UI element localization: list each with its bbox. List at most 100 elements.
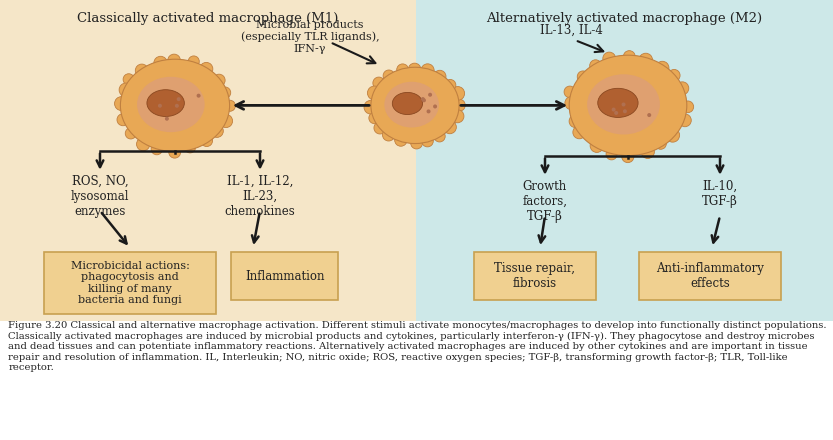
- FancyBboxPatch shape: [639, 252, 781, 300]
- Circle shape: [395, 134, 407, 146]
- Circle shape: [369, 112, 380, 124]
- Circle shape: [408, 63, 421, 76]
- Circle shape: [434, 70, 446, 83]
- Circle shape: [565, 96, 578, 110]
- Circle shape: [175, 104, 179, 108]
- Circle shape: [611, 107, 616, 112]
- Circle shape: [197, 94, 201, 98]
- Circle shape: [679, 114, 691, 127]
- Text: IL-1, IL-12,
IL-23,
chemokines: IL-1, IL-12, IL-23, chemokines: [225, 175, 296, 218]
- Circle shape: [590, 60, 601, 72]
- Text: IL-10,
TGF-β: IL-10, TGF-β: [702, 180, 738, 208]
- Ellipse shape: [137, 77, 205, 132]
- Circle shape: [177, 97, 181, 101]
- Circle shape: [421, 135, 433, 147]
- Circle shape: [621, 103, 626, 106]
- Text: Inflammation: Inflammation: [245, 270, 325, 282]
- Circle shape: [188, 56, 199, 67]
- Circle shape: [200, 62, 213, 76]
- Circle shape: [666, 128, 680, 142]
- FancyBboxPatch shape: [232, 252, 338, 300]
- Circle shape: [224, 100, 236, 111]
- Circle shape: [668, 70, 680, 81]
- Circle shape: [606, 149, 617, 160]
- Ellipse shape: [392, 92, 422, 114]
- Circle shape: [621, 150, 634, 163]
- Text: Tissue repair,
fibrosis: Tissue repair, fibrosis: [495, 262, 576, 290]
- Circle shape: [623, 51, 636, 62]
- Circle shape: [433, 104, 437, 109]
- Circle shape: [219, 114, 232, 128]
- Ellipse shape: [598, 88, 638, 117]
- Circle shape: [411, 137, 422, 149]
- Ellipse shape: [371, 67, 459, 143]
- Text: Alternatively activated macrophage (M2): Alternatively activated macrophage (M2): [486, 12, 762, 25]
- Circle shape: [158, 104, 162, 108]
- Circle shape: [639, 53, 652, 67]
- Circle shape: [421, 97, 425, 101]
- Circle shape: [623, 109, 627, 113]
- Text: IL-13, IL-4: IL-13, IL-4: [540, 24, 603, 37]
- Circle shape: [655, 138, 666, 149]
- Circle shape: [119, 83, 132, 97]
- Text: Anti-inflammatory
effects: Anti-inflammatory effects: [656, 262, 764, 290]
- Circle shape: [219, 87, 231, 98]
- Circle shape: [117, 114, 129, 126]
- Circle shape: [115, 97, 128, 110]
- Circle shape: [185, 142, 196, 153]
- Circle shape: [421, 64, 434, 77]
- Circle shape: [123, 74, 134, 85]
- Circle shape: [656, 61, 669, 74]
- Circle shape: [382, 128, 395, 141]
- FancyBboxPatch shape: [474, 252, 596, 300]
- Circle shape: [211, 125, 223, 137]
- Circle shape: [167, 54, 181, 67]
- Circle shape: [428, 93, 432, 97]
- Text: Microbicidal actions:
phagocytosis and
killing of many
bacteria and fungi: Microbicidal actions: phagocytosis and k…: [71, 260, 189, 305]
- Circle shape: [676, 82, 689, 95]
- Circle shape: [564, 86, 576, 98]
- Ellipse shape: [569, 55, 686, 156]
- Circle shape: [603, 52, 616, 65]
- Text: Growth
factors,
TGF-β: Growth factors, TGF-β: [522, 180, 567, 223]
- Circle shape: [367, 86, 382, 100]
- Circle shape: [135, 64, 148, 77]
- Circle shape: [374, 122, 386, 134]
- Circle shape: [451, 110, 464, 123]
- Circle shape: [647, 113, 651, 117]
- Bar: [416, 0, 833, 321]
- Circle shape: [154, 56, 167, 70]
- Circle shape: [213, 74, 225, 86]
- Text: Figure 3.20 Classical and alternative macrophage activation. Different stimuli a: Figure 3.20 Classical and alternative ma…: [8, 321, 827, 372]
- Circle shape: [165, 117, 169, 121]
- Circle shape: [573, 126, 586, 139]
- Circle shape: [397, 64, 408, 76]
- Text: Microbial products
(especially TLR ligands),
IFN-γ: Microbial products (especially TLR ligan…: [241, 20, 379, 54]
- Circle shape: [443, 121, 456, 134]
- Circle shape: [569, 115, 581, 128]
- Circle shape: [373, 77, 385, 89]
- Circle shape: [125, 128, 137, 139]
- Ellipse shape: [147, 90, 184, 117]
- Circle shape: [434, 131, 445, 142]
- Circle shape: [151, 143, 162, 155]
- Ellipse shape: [121, 59, 230, 151]
- Ellipse shape: [384, 82, 439, 128]
- Circle shape: [614, 111, 618, 115]
- Text: ROS, NO,
lysosomal
enzymes: ROS, NO, lysosomal enzymes: [71, 175, 129, 218]
- Circle shape: [426, 110, 431, 114]
- Circle shape: [590, 139, 604, 152]
- Circle shape: [169, 146, 181, 158]
- Circle shape: [577, 71, 589, 82]
- Circle shape: [137, 137, 150, 151]
- Bar: [0, 0, 416, 321]
- Ellipse shape: [587, 74, 660, 135]
- Circle shape: [201, 135, 212, 147]
- Circle shape: [641, 145, 655, 158]
- Circle shape: [453, 99, 466, 111]
- Circle shape: [445, 80, 456, 91]
- Circle shape: [422, 98, 426, 103]
- Circle shape: [383, 70, 395, 81]
- Circle shape: [682, 101, 694, 113]
- Text: Classically activated macrophage (M1): Classically activated macrophage (M1): [77, 12, 339, 25]
